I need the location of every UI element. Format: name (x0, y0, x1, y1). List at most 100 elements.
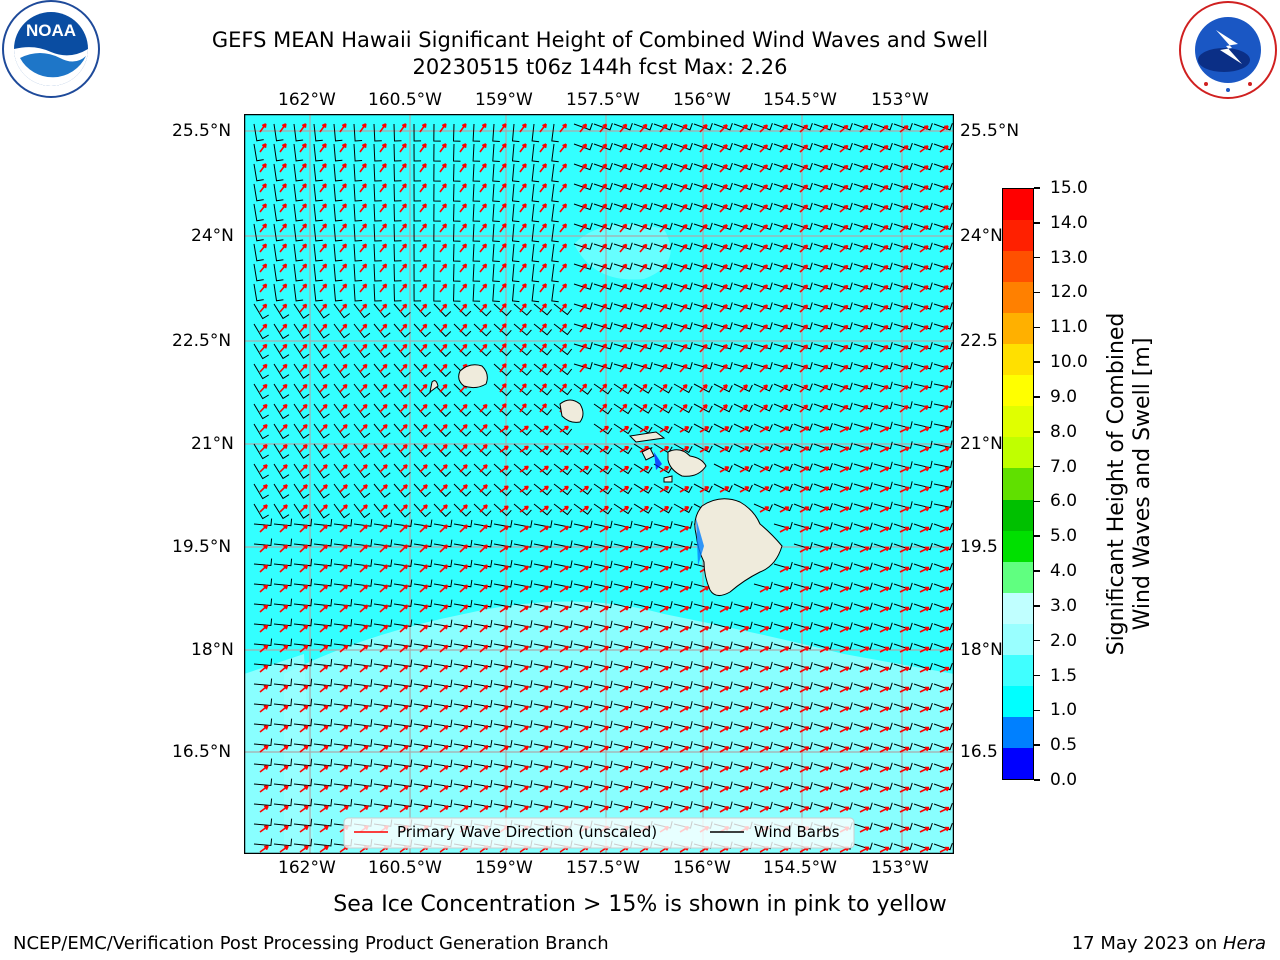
wind-barb (333, 779, 353, 787)
wind-barb (753, 162, 773, 171)
wind-barb (493, 560, 513, 568)
wind-barb (873, 362, 893, 370)
wave-direction-arrow (519, 383, 527, 393)
wind-barb (933, 242, 953, 250)
wave-direction-arrow (799, 284, 809, 293)
wind-barb (833, 522, 853, 530)
wave-direction-arrow (739, 766, 750, 773)
wave-direction-arrow (439, 323, 448, 333)
wind-barb (293, 183, 304, 202)
wave-direction-arrow (259, 785, 269, 793)
wave-direction-arrow (299, 785, 309, 793)
wave-direction-arrow (399, 604, 409, 613)
wind-barb (693, 242, 713, 250)
wind-barb (613, 483, 633, 495)
wave-direction-arrow (759, 646, 770, 653)
wind-barb (253, 143, 264, 162)
wind-barb (793, 403, 813, 411)
wave-direction-arrow (659, 746, 670, 753)
wind-barb (273, 463, 290, 480)
wind-barb (492, 243, 500, 262)
wind-barb (353, 759, 373, 767)
wave-direction-arrow (859, 826, 870, 833)
wind-barb (833, 182, 853, 191)
wave-direction-arrow (899, 666, 910, 673)
wind-barb (853, 262, 873, 270)
lat-label-right-4: 21°N (960, 434, 1003, 454)
wave-direction-arrow (479, 805, 489, 813)
wind-barb (393, 483, 411, 498)
wind-barb (633, 342, 653, 350)
wave-direction-arrow (519, 785, 530, 793)
wave-direction-arrow (419, 243, 427, 253)
wave-direction-arrow (579, 243, 588, 253)
wave-direction-arrow (339, 323, 348, 333)
wind-barb (413, 123, 422, 142)
colorbar-tick-label: 2.0 (1050, 630, 1078, 651)
wind-barb (413, 503, 431, 518)
wave-direction-arrow (779, 284, 789, 293)
wave-direction-arrow (779, 244, 789, 253)
wave-direction-arrow (399, 143, 407, 153)
wind-barb (913, 642, 933, 651)
footer-credit: NCEP/EMC/Verification Post Processing Pr… (13, 933, 609, 954)
wave-direction-arrow (719, 646, 730, 653)
wave-direction-arrow (539, 545, 550, 553)
wave-direction-arrow (379, 423, 388, 433)
wave-direction-arrow (339, 423, 348, 433)
wind-barb (313, 558, 333, 567)
wind-barb (393, 519, 413, 527)
wave-direction-arrow (299, 243, 307, 253)
wind-barb (393, 363, 411, 378)
wind-barb (453, 739, 473, 748)
wind-barb (433, 503, 452, 518)
wave-direction-arrow (579, 765, 590, 773)
wind-barb (873, 381, 893, 390)
wind-barb (713, 322, 733, 330)
wave-direction-arrow (539, 243, 547, 253)
wind-barb (393, 383, 411, 398)
wave-direction-arrow (519, 625, 530, 633)
wind-barb (733, 123, 753, 131)
wind-barb (893, 401, 913, 409)
wind-barb (873, 822, 893, 830)
wind-barb (533, 560, 553, 568)
wind-barb (353, 579, 373, 587)
wave-direction-arrow (319, 624, 329, 633)
wind-barb (353, 183, 363, 202)
wave-direction-arrow (599, 465, 610, 473)
wind-barb (453, 679, 473, 688)
wave-direction-arrow (699, 164, 708, 173)
wind-barb (753, 581, 773, 590)
wave-direction-arrow (479, 604, 489, 613)
wind-barb (793, 642, 813, 650)
wave-direction-arrow (739, 304, 748, 313)
wind-barb (593, 383, 613, 395)
wave-direction-arrow (519, 525, 530, 533)
colorbar-tick-mark (1034, 535, 1040, 537)
wind-barb (813, 802, 833, 810)
wave-direction-arrow (319, 845, 329, 853)
wind-barb (853, 522, 873, 530)
wave-direction-arrow (759, 264, 769, 273)
wave-direction-arrow (579, 485, 590, 493)
wind-barb (933, 440, 953, 448)
colorbar-segment (1003, 437, 1033, 469)
wind-barb (853, 702, 873, 710)
wave-direction-arrow (279, 544, 289, 553)
wind-barb (813, 582, 833, 590)
wind-barb (413, 559, 433, 568)
wave-direction-arrow (899, 365, 909, 373)
wind-barb (452, 243, 461, 262)
wave-direction-arrow (699, 384, 708, 393)
wind-barb (553, 363, 573, 376)
wave-direction-arrow (379, 383, 388, 393)
wave-direction-arrow (619, 605, 630, 613)
wind-barb (933, 762, 953, 771)
wave-direction-arrow (279, 785, 289, 793)
wind-barb (853, 742, 873, 750)
colorbar-segment (1003, 251, 1033, 283)
wave-direction-arrow (299, 403, 308, 413)
wave-direction-arrow (579, 123, 588, 133)
wave-direction-arrow (279, 704, 289, 713)
